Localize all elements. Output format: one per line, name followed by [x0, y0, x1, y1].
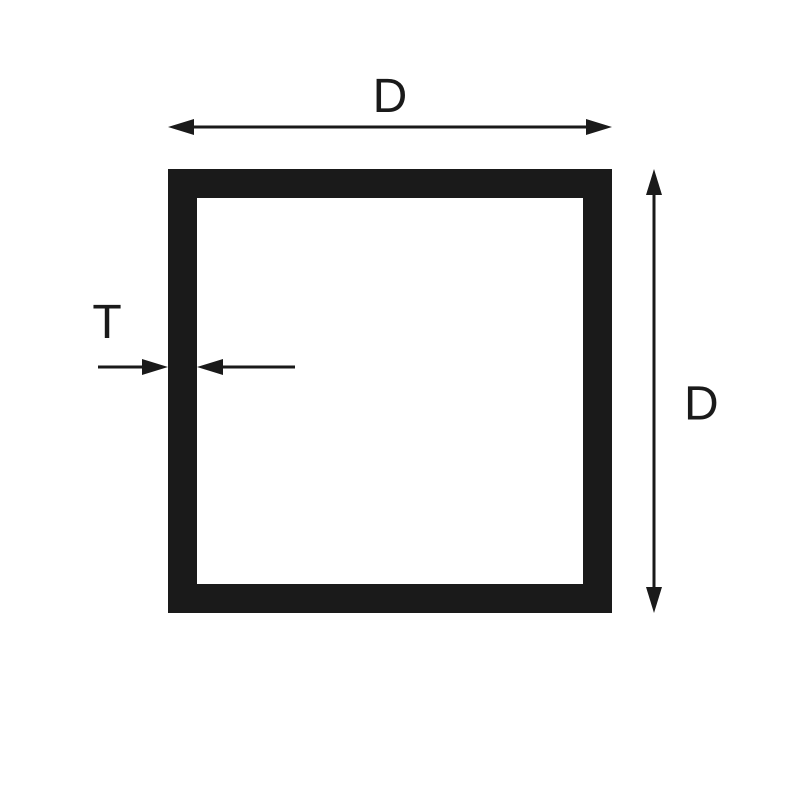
section-diagram: D D T: [0, 0, 800, 800]
label-width: D: [373, 70, 408, 123]
square-tube-profile: [168, 169, 612, 613]
dimension-width: D: [168, 70, 612, 135]
label-height: D: [684, 378, 719, 431]
label-thickness: T: [92, 296, 121, 349]
dimension-height: D: [646, 169, 719, 613]
